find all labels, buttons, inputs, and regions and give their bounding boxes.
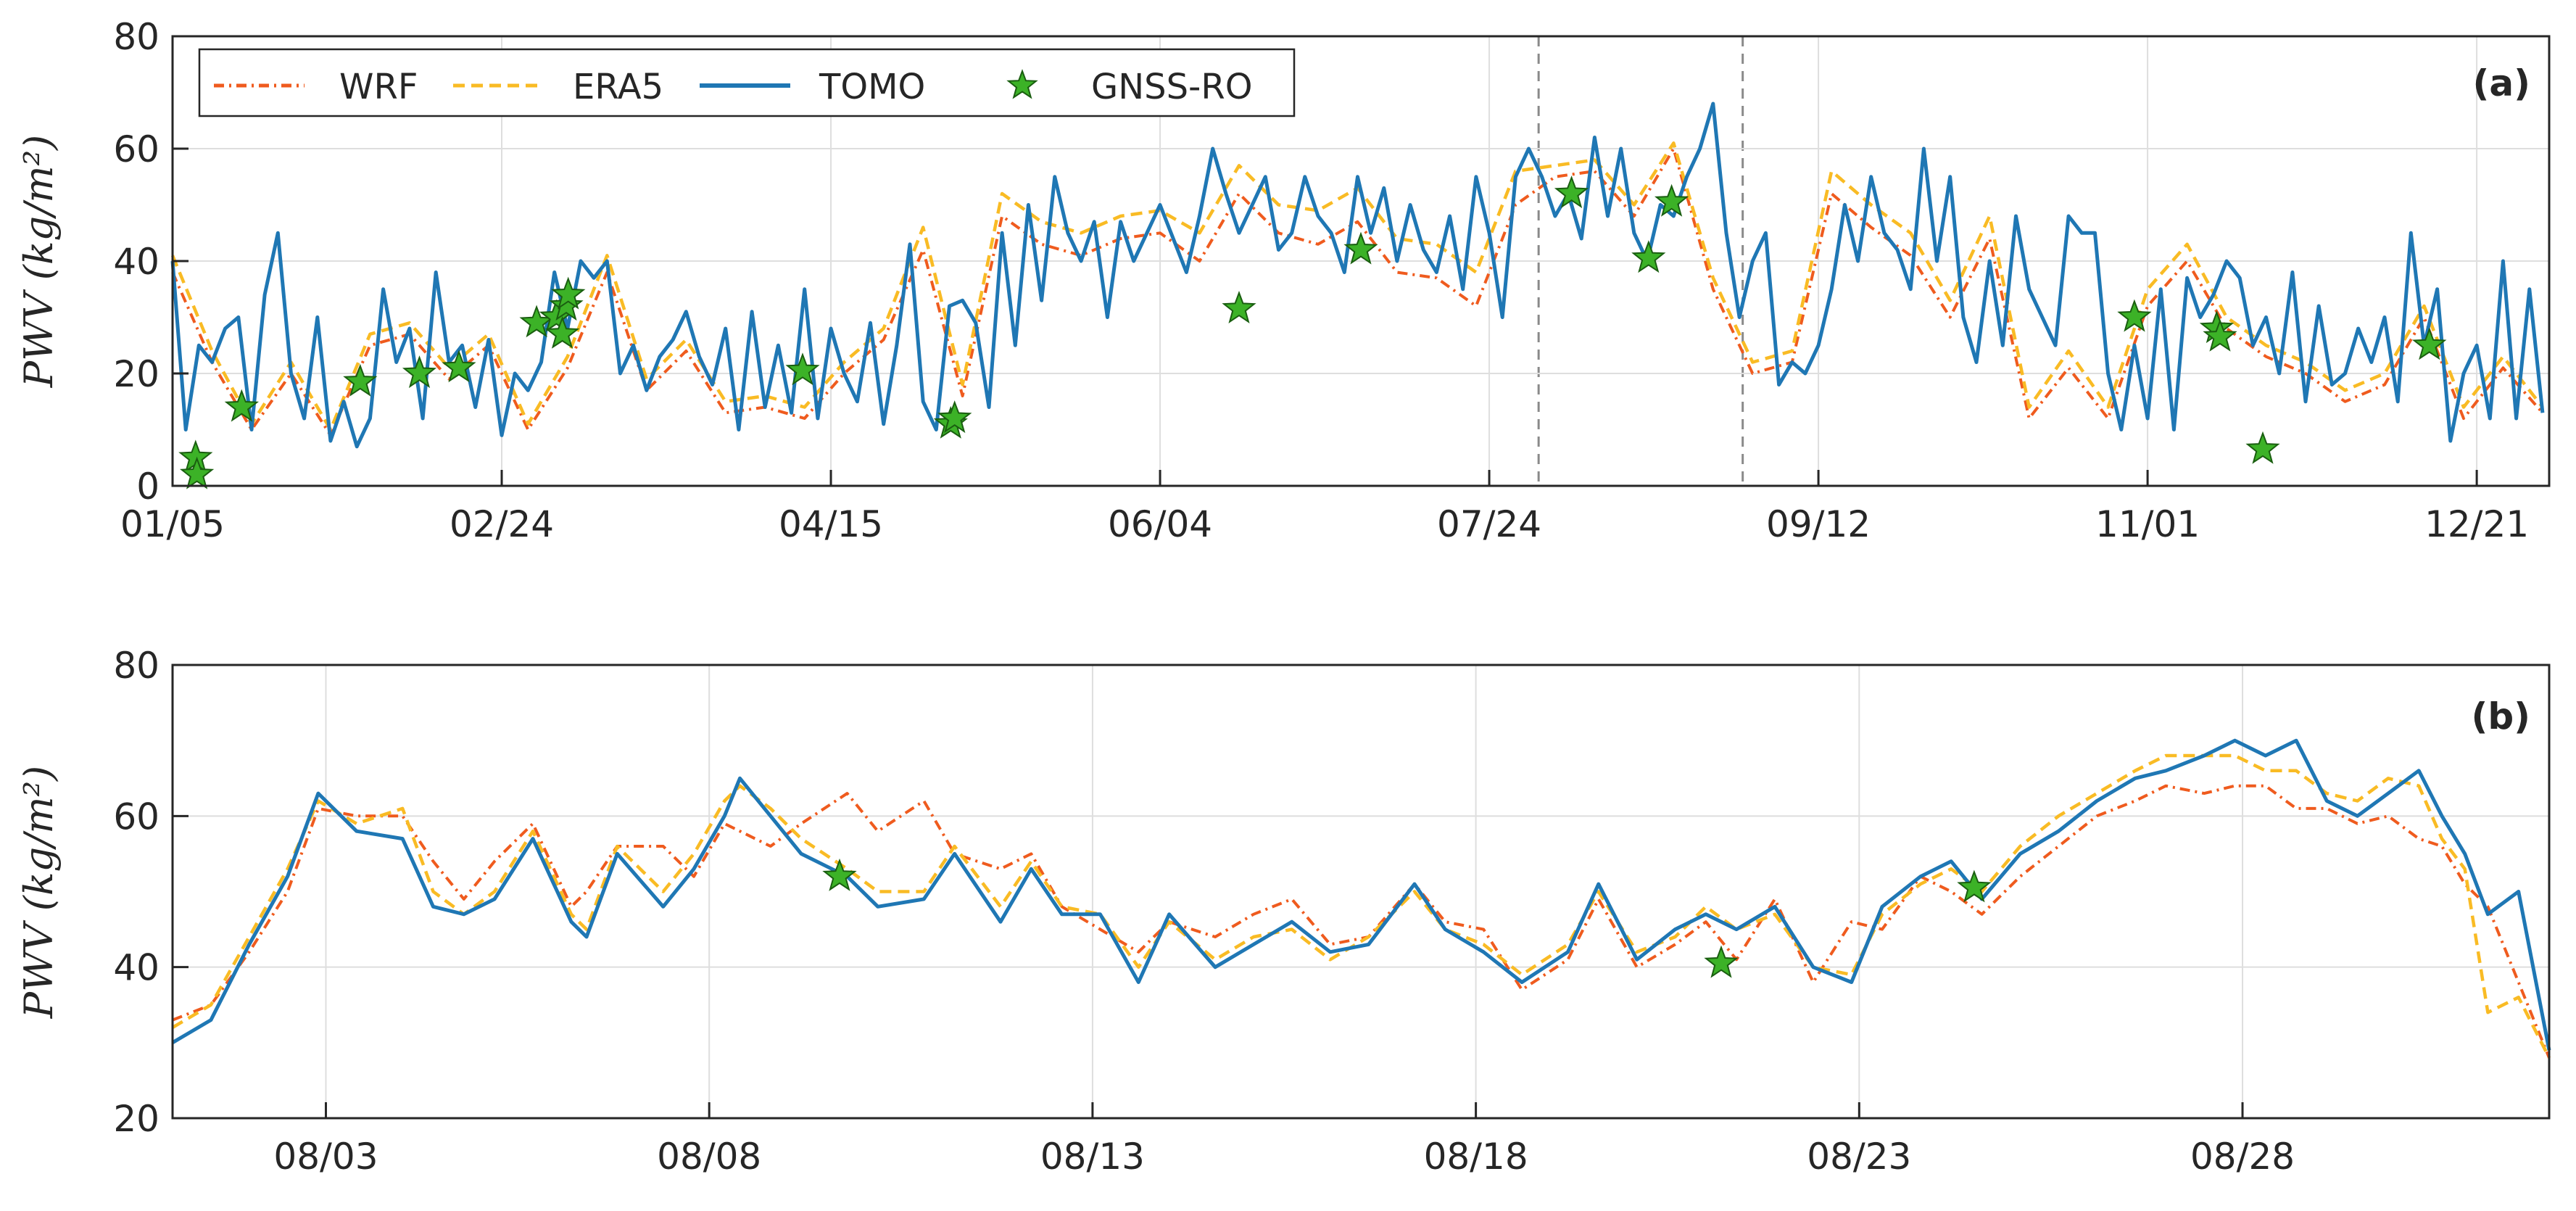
legend-gnss-ro-star xyxy=(1006,69,1038,99)
legend-wrf-label: WRF xyxy=(339,67,418,107)
gnss-ro-point xyxy=(1222,291,1256,324)
x-tick-label: 08/03 xyxy=(273,1136,378,1178)
y-tick-label: 60 xyxy=(113,128,160,170)
gnss-ro-point xyxy=(2117,299,2152,332)
y-tick-label: 60 xyxy=(113,795,160,838)
panel-a-highlight-window xyxy=(1537,36,1744,486)
panel-b-series xyxy=(171,738,2551,1059)
panel-a-ylabel: PWV (kg/m²) xyxy=(16,135,62,388)
gnss-ro-point xyxy=(442,350,476,383)
x-tick-label: 08/18 xyxy=(1424,1136,1528,1178)
x-tick-label: 08/23 xyxy=(1807,1136,1911,1178)
gnss-ro-point xyxy=(1343,231,1378,265)
y-tick-label: 20 xyxy=(113,353,160,395)
legend-box xyxy=(198,48,1296,117)
series-tomo-line xyxy=(171,738,2551,1051)
gnss-ro-point xyxy=(224,389,260,422)
y-tick-label: 80 xyxy=(113,645,160,687)
gnss-ro-point xyxy=(343,363,378,397)
y-tick-label: 20 xyxy=(113,1098,160,1140)
legend-gnss-ro-label: GNSS-RO xyxy=(1091,67,1253,107)
panel-b-ticks: 20 40 60 80 08/03 08/08 08/13 08/18 08/23 08/28 xyxy=(113,645,2295,1178)
gnss-ro-point xyxy=(822,858,857,891)
gnss-ro-point xyxy=(544,315,580,349)
x-tick-label: 09/12 xyxy=(1766,503,1871,545)
y-tick-label: 80 xyxy=(113,16,160,58)
gnss-ro-point xyxy=(1704,945,1739,978)
x-tick-label: 12/21 xyxy=(2424,503,2529,545)
gnss-ro-point xyxy=(1554,175,1589,209)
x-tick-label: 04/15 xyxy=(779,503,883,545)
panel-a: 0 20 40 60 80 01/05 02/24 04/15 06/04 07/24 09/12 1… xyxy=(16,16,2551,545)
gnss-ro-point xyxy=(549,288,584,321)
panel-b: 20 40 60 80 08/03 08/08 08/13 08/18 08/23 08/28 (… xyxy=(16,645,2551,1178)
y-tick-label: 40 xyxy=(113,241,160,283)
legend-era5-label: ERA5 xyxy=(573,67,663,107)
x-tick-label: 08/13 xyxy=(1040,1136,1145,1178)
panel-b-axes-box xyxy=(171,664,2551,1120)
gnss-ro-point xyxy=(180,456,215,489)
y-tick-label: 0 xyxy=(136,466,160,508)
panel-b-plot-area xyxy=(173,665,2549,1118)
gnss-ro-point xyxy=(2412,327,2447,360)
x-tick-label: 07/24 xyxy=(1437,503,1541,545)
panel-a-ticks: 0 20 40 60 80 01/05 02/24 04/15 06/04 07/24 09/12 1… xyxy=(113,16,2529,545)
x-tick-label: 02/24 xyxy=(450,503,554,545)
legend-tomo-label: TOMO xyxy=(819,67,925,107)
x-tick-label: 08/08 xyxy=(657,1136,761,1178)
panel-a-series xyxy=(170,102,2545,489)
gnss-ro-point xyxy=(551,276,586,310)
legend-gnss-ro-star-icon xyxy=(1006,69,1038,99)
gnss-ro-point xyxy=(2203,318,2237,352)
panel-a-tag: (a) xyxy=(2473,62,2530,104)
panel-b-ylabel: PWV (kg/m²) xyxy=(16,766,62,1019)
x-tick-label: 11/01 xyxy=(2095,503,2200,545)
series-wrf-line xyxy=(171,147,2544,437)
series-wrf-line xyxy=(172,784,2551,1059)
gnss-ro-point xyxy=(937,400,972,434)
x-tick-label: 08/28 xyxy=(2190,1136,2295,1178)
gnss-ro-point xyxy=(1654,183,1689,217)
gnss-ro-point xyxy=(1631,240,1666,273)
x-tick-label: 06/04 xyxy=(1108,503,1212,545)
gnss-ro-point xyxy=(2245,431,2280,464)
y-tick-label: 40 xyxy=(113,947,160,989)
panel-b-tag: (b) xyxy=(2472,695,2531,737)
gnss-ro-point xyxy=(402,355,437,389)
gnss-ro-point xyxy=(785,352,820,386)
gnss-ro-point xyxy=(1957,869,1992,903)
legend: WRF ERA5 TOMO GNSS-RO xyxy=(198,48,1296,117)
x-tick-label: 01/05 xyxy=(120,503,225,545)
